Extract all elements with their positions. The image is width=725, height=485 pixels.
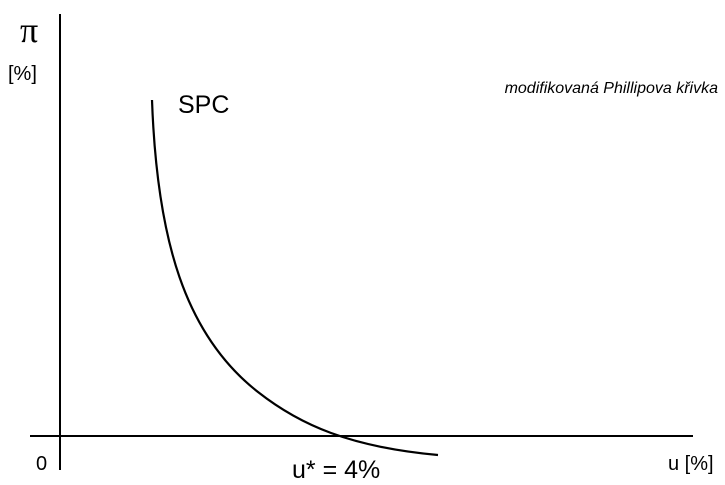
y-axis-symbol: π <box>20 10 38 50</box>
x-axis-label: u [%] <box>668 453 714 475</box>
curve-label: SPC <box>178 91 229 119</box>
natural-rate-label: u* = 4% <box>292 456 380 484</box>
phillips-curve <box>150 99 439 457</box>
y-axis-unit: [%] <box>8 63 37 85</box>
origin-label: 0 <box>36 453 47 475</box>
diagram-title: modifikovaná Phillipova křivka <box>505 80 719 97</box>
